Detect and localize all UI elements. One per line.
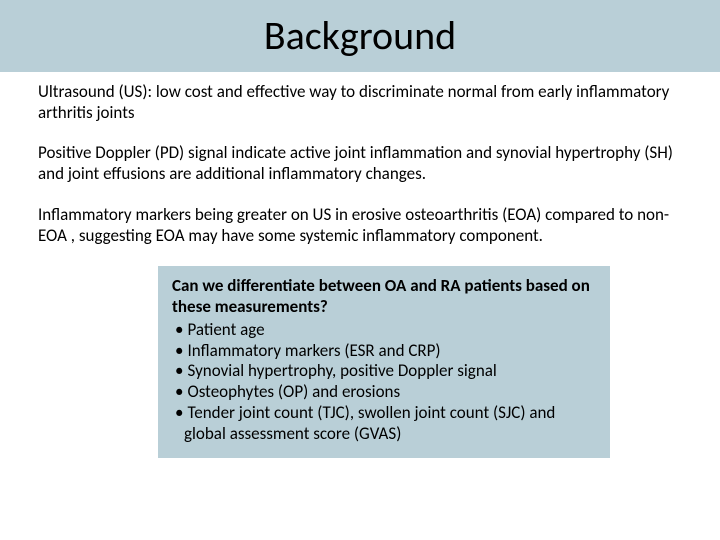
body-area: Ultrasound (US): low cost and effective … <box>0 72 720 458</box>
slide-title: Background <box>264 11 456 60</box>
paragraph-2: Positive Doppler (PD) signal indicate ac… <box>38 143 686 184</box>
callout-list: Patient age Inflammatory markers (ESR an… <box>172 320 596 444</box>
callout-item: Osteophytes (OP) and erosions <box>172 382 596 403</box>
paragraph-3: Inflammatory markers being greater on US… <box>38 205 686 246</box>
paragraph-1: Ultrasound (US): low cost and effective … <box>38 82 686 123</box>
callout-item: Inflammatory markers (ESR and CRP) <box>172 341 596 362</box>
callout-question: Can we differentiate between OA and RA p… <box>172 276 596 317</box>
slide: Background Ultrasound (US): low cost and… <box>0 0 720 540</box>
callout-item: Patient age <box>172 320 596 341</box>
callout-item: Synovial hypertrophy, positive Doppler s… <box>172 361 596 382</box>
callout-box: Can we differentiate between OA and RA p… <box>158 266 610 458</box>
title-bar: Background <box>0 0 720 72</box>
callout-item: Tender joint count (TJC), swollen joint … <box>172 403 596 444</box>
